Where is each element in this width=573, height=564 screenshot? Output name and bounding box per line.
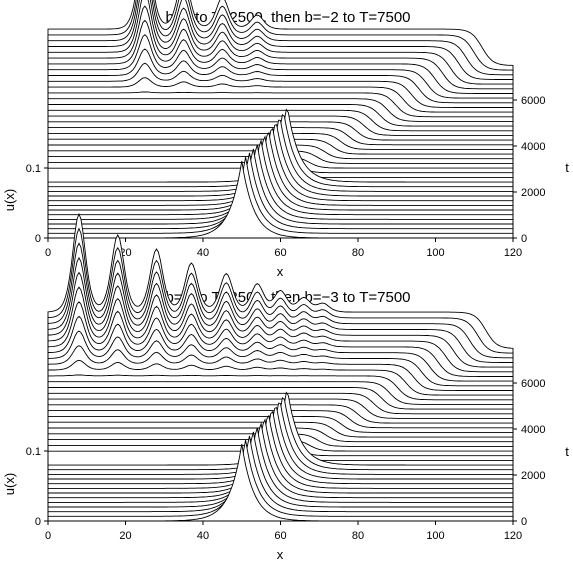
x-tick-label: 20 bbox=[119, 530, 131, 542]
trace-2 bbox=[47, 435, 514, 522]
x-tick-label: 60 bbox=[274, 530, 286, 542]
t-tick-label: 6000 bbox=[521, 378, 545, 390]
t-tick-label: 4000 bbox=[521, 141, 545, 153]
chart-bottom-y-ticks: 00.1 bbox=[26, 446, 48, 528]
chart-bottom-y-label: u(x) bbox=[2, 473, 17, 495]
chart-bottom-x-ticks: 0 20 40 60 80 100 120 bbox=[45, 521, 522, 542]
t-tick-label: 2000 bbox=[521, 187, 545, 199]
trace-6 bbox=[47, 135, 514, 239]
chart-bottom-traces bbox=[47, 212, 514, 522]
x-tick-label: 0 bbox=[45, 247, 51, 259]
x-tick-label: 120 bbox=[504, 247, 522, 259]
t-tick-label: 2000 bbox=[521, 470, 545, 482]
chart-bottom-t-ticks: 0 2000 4000 6000 bbox=[513, 378, 545, 528]
chart-top-x-ticks: 0 20 40 60 80 100 120 bbox=[45, 238, 522, 259]
chart-top-traces bbox=[47, 0, 514, 239]
chart-top-t-ticks: 0 2000 4000 6000 bbox=[513, 95, 545, 245]
chart-top-t-label: t bbox=[565, 160, 569, 175]
x-tick-label: 60 bbox=[274, 247, 286, 259]
x-tick-label: 80 bbox=[352, 530, 364, 542]
x-tick-label: 40 bbox=[197, 530, 209, 542]
y-tick-label: 0 bbox=[35, 516, 41, 528]
x-tick-label: 100 bbox=[426, 530, 444, 542]
chart-top-x-label: x bbox=[277, 264, 284, 279]
x-tick-label: 120 bbox=[504, 530, 522, 542]
trace-1 bbox=[47, 439, 514, 522]
chart-bottom-x-label: x bbox=[277, 547, 284, 562]
t-tick-label: 4000 bbox=[521, 424, 545, 436]
chart-top-y-label: u(x) bbox=[2, 189, 17, 211]
chart-bottom-t-label: t bbox=[565, 444, 569, 459]
chart-top-title: b=0 to T=2500, then b=−2 to T=7500 bbox=[165, 9, 410, 26]
chart-top-y-ticks: 00.1 bbox=[26, 163, 48, 245]
trace-2 bbox=[47, 152, 514, 239]
t-tick-label: 6000 bbox=[521, 95, 545, 107]
x-tick-label: 100 bbox=[426, 247, 444, 259]
t-tick-label: 0 bbox=[521, 233, 527, 245]
trace-1 bbox=[47, 156, 514, 239]
y-tick-label: 0.1 bbox=[26, 446, 41, 458]
x-tick-label: 80 bbox=[352, 247, 364, 259]
y-tick-label: 0 bbox=[35, 233, 41, 245]
chart-top: b=0 to T=2500, then b=−2 to T=7500 0 20 40… bbox=[2, 0, 569, 279]
x-tick-label: 0 bbox=[45, 530, 51, 542]
chart-bottom: b=0 to T=2500, then b=−3 to T=7500 0 20 40… bbox=[2, 212, 569, 562]
t-tick-label: 0 bbox=[521, 516, 527, 528]
x-tick-label: 40 bbox=[197, 247, 209, 259]
y-tick-label: 0.1 bbox=[26, 163, 41, 175]
trace-6 bbox=[47, 418, 514, 522]
